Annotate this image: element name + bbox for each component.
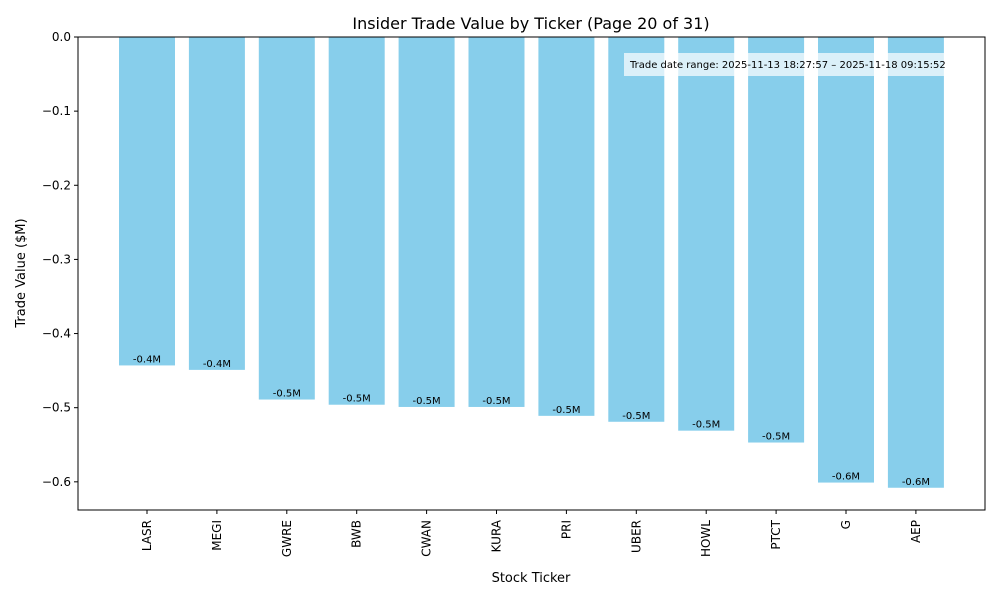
- y-tick-label: −0.2: [42, 178, 71, 192]
- x-tick-label: LASR: [140, 520, 154, 551]
- bar-value-label: -0.4M: [203, 359, 231, 370]
- bar: [538, 37, 595, 416]
- bar: [468, 37, 525, 407]
- bar-value-label: -0.5M: [692, 420, 720, 431]
- annotation-box: [624, 53, 985, 76]
- bar: [398, 37, 455, 407]
- bar-value-label: -0.4M: [133, 354, 161, 365]
- bar-value-label: -0.5M: [762, 432, 790, 443]
- y-tick-label: 0.0: [52, 30, 71, 44]
- bar-value-label: -0.5M: [482, 396, 510, 407]
- x-tick-label: G: [839, 520, 853, 529]
- x-tick-label: CWAN: [420, 520, 434, 557]
- bar: [328, 37, 385, 405]
- bar-value-label: -0.5M: [273, 389, 301, 400]
- y-tick-label: −0.3: [42, 252, 71, 266]
- bar: [887, 37, 944, 488]
- bar: [188, 37, 245, 370]
- x-tick-label: PTCT: [769, 519, 783, 549]
- plot-area: -0.4M LASR -0.4M MEGI -0.5M GWRE -0.5M BWB -0.5M…: [42, 30, 986, 557]
- x-tick-label: MEGI: [210, 520, 224, 551]
- bar-value-label: -0.5M: [622, 411, 650, 422]
- y-tick-label: −0.5: [42, 401, 71, 415]
- x-tick-label: UBER: [629, 520, 643, 553]
- x-tick-label: GWRE: [280, 520, 294, 557]
- y-tick-label: −0.1: [42, 104, 71, 118]
- bar: [608, 37, 665, 422]
- x-tick-label: BWB: [350, 520, 364, 548]
- bar-value-label: -0.6M: [902, 477, 930, 488]
- bar: [818, 37, 874, 483]
- bar: [119, 37, 175, 366]
- bar: [678, 37, 735, 431]
- y-tick-label: −0.6: [42, 475, 71, 489]
- axes-frame: [77, 36, 986, 511]
- bar: [748, 37, 805, 443]
- y-axis-label: Trade Value ($M): [14, 218, 29, 328]
- bar-value-label: -0.5M: [552, 405, 580, 416]
- y-tick-label: −0.4: [42, 327, 71, 341]
- bar-value-label: -0.5M: [413, 396, 441, 407]
- chart-title: Insider Trade Value by Ticker (Page 20 o…: [352, 14, 709, 33]
- x-tick-label: HOWL: [699, 520, 713, 557]
- x-tick-label: AEP: [909, 520, 923, 543]
- bar-value-label: -0.5M: [343, 394, 371, 405]
- annotation-text: Trade date range: 2025-11-13 18:27:57 – …: [629, 60, 946, 71]
- x-axis-label: Stock Ticker: [492, 571, 571, 586]
- bar: [258, 37, 315, 400]
- x-tick-label: KURA: [490, 519, 504, 552]
- x-tick-label: PRI: [559, 520, 573, 539]
- bar-value-label: -0.6M: [832, 472, 860, 483]
